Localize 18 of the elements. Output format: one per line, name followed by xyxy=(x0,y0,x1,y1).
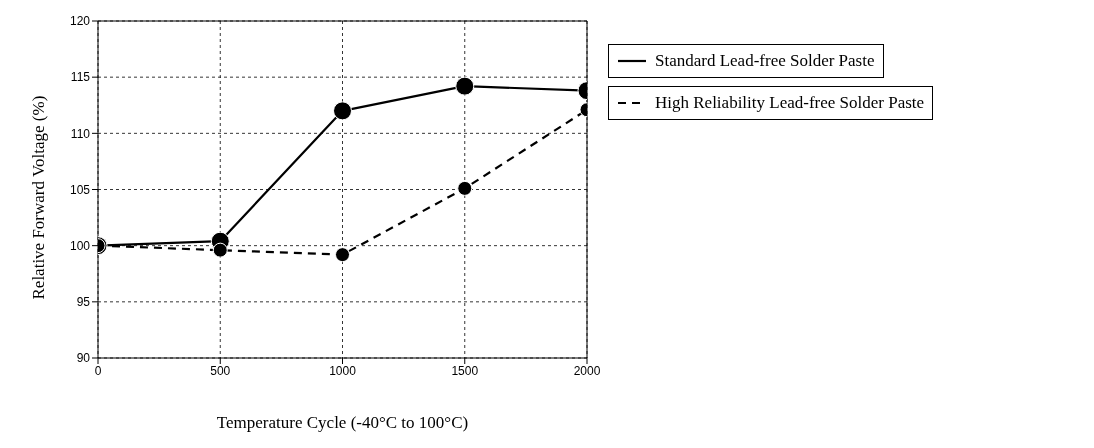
legend-label: High Reliability Lead-free Solder Paste xyxy=(655,93,925,113)
x-tick-label: 1000 xyxy=(329,363,357,378)
point xyxy=(335,247,350,263)
x-tick-label: 500 xyxy=(210,363,231,378)
y-tick-label: 105 xyxy=(69,182,91,197)
y-tick-label: 110 xyxy=(70,126,91,141)
x-tick-label: 0 xyxy=(94,363,102,378)
y-tick-label: 120 xyxy=(69,14,91,29)
y-tick-label: 115 xyxy=(70,70,91,85)
legend-label: Standard Lead-free Solder Paste xyxy=(655,51,875,71)
x-tick-label: 1500 xyxy=(451,363,479,378)
y-tick-label: 90 xyxy=(76,351,91,366)
x-tick-label: 2000 xyxy=(573,363,601,378)
y-tick-label: 95 xyxy=(76,295,91,310)
y-axis-title: Relative Forward Voltage (%) xyxy=(29,95,49,300)
point xyxy=(333,101,352,121)
y-tick-label: 100 xyxy=(69,238,91,253)
x-axis-title: Temperature Cycle (-40°C to 100°C) xyxy=(216,413,469,432)
